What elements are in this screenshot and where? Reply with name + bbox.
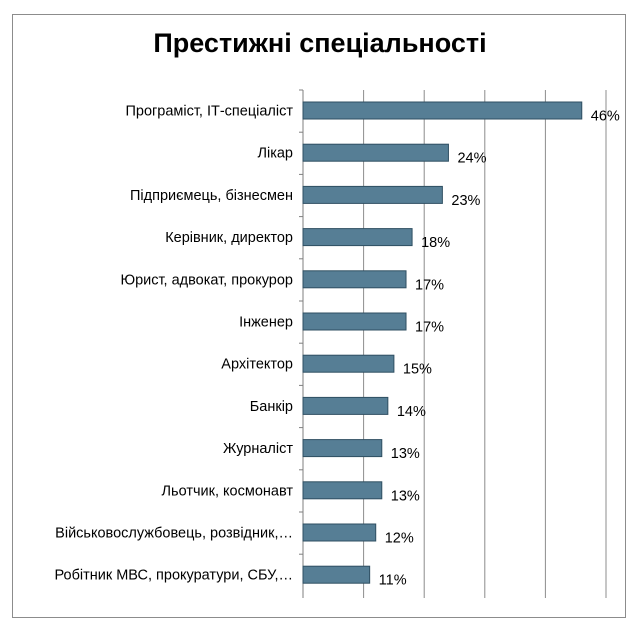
value-label-3: 23% xyxy=(451,193,480,209)
gridlines xyxy=(299,89,607,598)
bar-3 xyxy=(302,185,443,204)
bar-10 xyxy=(302,481,383,500)
bar-1 xyxy=(302,101,583,120)
value-label-2: 24% xyxy=(457,151,486,167)
value-label-11: 12% xyxy=(385,531,414,547)
bar-5 xyxy=(302,270,407,289)
category-label-9: Журналіст xyxy=(223,441,293,457)
category-label-11: Військовослужбовець, розвідник,… xyxy=(55,526,293,542)
bars xyxy=(302,101,583,584)
category-label-10: Льотчик, космонавт xyxy=(162,483,294,499)
value-label-10: 13% xyxy=(391,488,420,504)
value-label-12: 11% xyxy=(379,573,407,589)
chart-title: Престижні спеціальності xyxy=(153,28,487,58)
category-label-12: Робітник МВС, прокуратури, СБУ,… xyxy=(54,568,293,584)
value-label-9: 13% xyxy=(391,446,420,462)
bar-8 xyxy=(302,396,389,415)
bar-12 xyxy=(302,565,371,584)
category-label-6: Інженер xyxy=(239,315,293,331)
value-label-7: 15% xyxy=(403,362,432,378)
category-label-4: Керівник, директор xyxy=(165,230,293,246)
bar-7 xyxy=(302,354,395,373)
category-label-5: Юрист, адвокат, прокурор xyxy=(120,272,293,288)
category-label-2: Лікар xyxy=(257,146,293,162)
category-label-7: Архітектор xyxy=(221,357,293,373)
bar-2 xyxy=(302,143,449,162)
category-label-1: Програміст, ІТ-спеціаліст xyxy=(125,104,293,120)
category-labels: Програміст, ІТ-спеціаліст Лікар Підприємец… xyxy=(54,104,293,584)
category-label-3: Підприємець, бізнесмен xyxy=(130,188,293,204)
value-label-5: 17% xyxy=(415,277,444,293)
bar-4 xyxy=(302,228,413,247)
value-labels: 46% 24% 23% 18% 17% 17% 15% 14% 13% 13% 12% 11% xyxy=(379,109,620,589)
bar-6 xyxy=(302,312,407,331)
value-label-1: 46% xyxy=(591,109,620,125)
bar-11 xyxy=(302,523,377,542)
value-label-4: 18% xyxy=(421,235,450,251)
bar-9 xyxy=(302,439,383,458)
category-label-8: Банкір xyxy=(250,399,293,415)
value-label-8: 14% xyxy=(397,404,426,420)
value-label-6: 17% xyxy=(415,320,444,336)
